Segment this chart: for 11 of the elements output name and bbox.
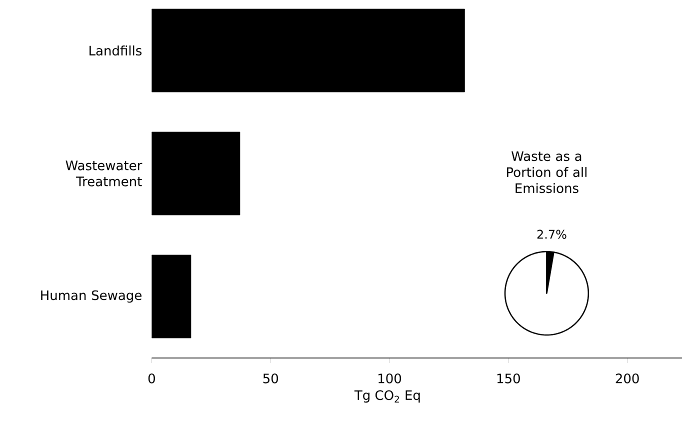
x-tick-label: 100 bbox=[378, 374, 402, 384]
chart-title: Waste as a Portion of all Emissions bbox=[507, 151, 586, 194]
y-tick-label: Landfills bbox=[90, 45, 142, 56]
x-tick-label: 150 bbox=[497, 374, 520, 384]
x-tick-label: 200 bbox=[616, 374, 639, 384]
x-axis-title: Tg CO$_{2}$ Eq bbox=[354, 390, 420, 403]
data-label: 2.7% bbox=[537, 230, 566, 239]
x-tick-label: 50 bbox=[263, 374, 278, 384]
y-tick-label: Human Sewage bbox=[41, 290, 142, 303]
x-tick-label: 0 bbox=[148, 374, 155, 384]
y-tick-label: Wastewater Treatment bbox=[66, 160, 142, 186]
